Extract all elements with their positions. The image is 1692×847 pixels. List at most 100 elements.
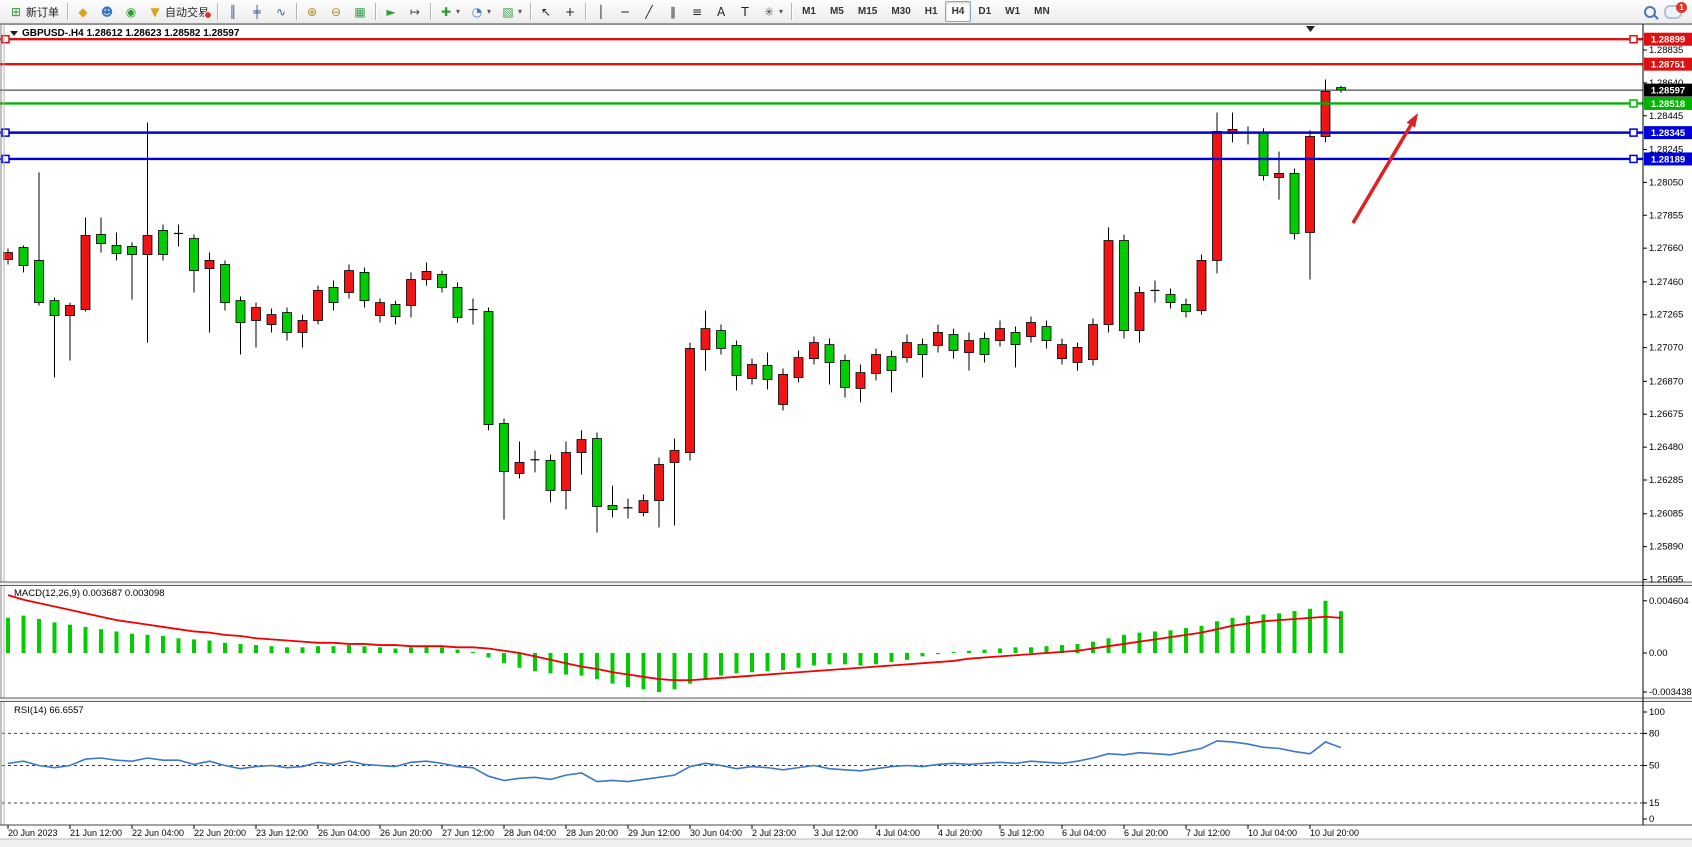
macd-histogram-bar — [951, 651, 956, 653]
price-tag-label: 1.28899 — [1651, 35, 1685, 46]
candle-body — [328, 287, 339, 304]
macd-histogram-bar — [1075, 643, 1080, 653]
candle-body — [716, 330, 726, 349]
macd-histogram-bar — [161, 635, 165, 653]
candle-body — [96, 234, 106, 244]
price-tick-label: 1.28835 — [1649, 45, 1683, 56]
time-tick-label: 23 Jun 12:00 — [256, 828, 308, 838]
channel-button[interactable]: ∥ — [661, 1, 685, 22]
chat-bubble-icon[interactable]: 1 — [1664, 1, 1687, 19]
candle-body — [871, 354, 881, 374]
text-label-button[interactable]: T — [733, 1, 757, 22]
time-axis-area[interactable] — [0, 826, 1643, 839]
candle-body — [1026, 322, 1036, 337]
templates-button[interactable]: ▧ ▾ — [496, 1, 527, 22]
pane-splitter[interactable] — [0, 698, 1692, 702]
bar-chart-button[interactable]: ║ — [221, 1, 245, 22]
chart-menu-icon[interactable] — [10, 31, 18, 36]
candle-body — [1274, 173, 1284, 178]
zoom-in-icon: ⊕ — [306, 4, 318, 19]
candle-body — [452, 287, 463, 318]
indicators-button[interactable]: ✚ ▾ — [434, 1, 465, 22]
auto-trading-button[interactable]: ▼ 自动交易 — [143, 1, 214, 22]
tf-h1-button[interactable]: H1 — [924, 6, 938, 17]
chart-shift-button[interactable]: ↦ — [403, 1, 427, 22]
macd-histogram-bar — [192, 639, 196, 653]
tf-m30-button[interactable]: M30 — [891, 6, 911, 17]
price-tag — [1644, 32, 1692, 46]
zoom-out-button[interactable]: ⊖ — [324, 1, 348, 22]
time-tick-label: 3 Jul 12:00 — [814, 828, 858, 838]
zoom-in-button[interactable]: ⊕ — [300, 1, 324, 22]
macd-histogram-bar — [1230, 617, 1235, 653]
tile-windows-icon: ▦ — [354, 4, 366, 19]
macd-histogram-bar — [1153, 631, 1157, 653]
macd-histogram-bar — [905, 653, 909, 660]
time-tick-label: 21 Jun 12:00 — [70, 828, 122, 838]
chevron-down-icon: ▾ — [456, 7, 461, 16]
tf-w1-button[interactable]: W1 — [1005, 6, 1021, 17]
time-tick-label: 6 Jul 04:00 — [1062, 828, 1106, 838]
text-button[interactable]: A — [709, 1, 733, 22]
macd-histogram-bar — [1013, 647, 1018, 653]
chart-canvas[interactable]: 1.28835 1.28640 1.28445 1.28245 1.28050 1.278… — [0, 24, 1692, 847]
fibonacci-button[interactable]: ≡ — [685, 1, 709, 22]
candle-body — [266, 314, 277, 325]
candle-body — [747, 364, 757, 379]
candlestick-icon: ╪ — [253, 4, 261, 19]
vertical-line-icon: │ — [597, 4, 605, 19]
candle-body — [933, 332, 943, 346]
macd-histogram-bar — [130, 633, 134, 653]
arrows-button[interactable]: ✳ ▾ — [757, 1, 788, 22]
tf-m5-button[interactable]: M5 — [829, 6, 844, 17]
line-chart-button[interactable]: ∿ — [269, 1, 293, 22]
price-tick-label: 1.27265 — [1649, 310, 1683, 321]
pane-splitter[interactable] — [0, 582, 1692, 586]
macd-histogram-bar — [1292, 611, 1297, 653]
auto-scroll-button[interactable]: ► — [379, 1, 403, 22]
candle-body — [902, 342, 912, 358]
market-watch-button[interactable]: ◆ — [71, 1, 95, 22]
tf-m1-button[interactable]: M1 — [802, 6, 816, 17]
candlestick-chart-button[interactable]: ╪ — [245, 1, 269, 22]
macd-histogram-bar — [657, 653, 661, 692]
trendline-button[interactable]: ╱ — [637, 1, 661, 22]
line-handle[interactable] — [1, 154, 10, 164]
line-handle[interactable] — [1, 34, 10, 44]
chat-button[interactable]: ☻ — [95, 1, 119, 22]
line-handle[interactable] — [1629, 154, 1638, 164]
macd-histogram-bar — [1091, 641, 1095, 653]
macd-histogram-bar — [982, 649, 987, 653]
time-tick-label: 27 Jun 12:00 — [442, 828, 494, 838]
tf-d1-button[interactable]: D1 — [978, 6, 992, 17]
cursor-button[interactable]: ↖ — [534, 1, 558, 22]
candle-body — [1212, 131, 1222, 261]
macd-histogram-bar — [579, 653, 584, 676]
line-handle[interactable] — [1629, 34, 1638, 44]
chevron-down-icon: ▾ — [779, 7, 784, 16]
search-icon[interactable] — [1644, 5, 1656, 18]
signals-button[interactable]: ◉ — [119, 1, 143, 22]
horizontal-line-button[interactable]: ─ — [613, 1, 637, 22]
periods-button[interactable]: ◔ ▾ — [465, 1, 496, 22]
macd-histogram-bar — [1168, 630, 1173, 653]
tf-m15-button[interactable]: M15 — [857, 6, 878, 17]
tf-mn-button[interactable]: MN — [1034, 6, 1050, 17]
crosshair-button[interactable]: + — [558, 1, 582, 22]
trend-arrow-annotation[interactable] — [1351, 124, 1413, 224]
line-handle[interactable] — [1, 128, 10, 137]
line-handle[interactable] — [1629, 128, 1638, 137]
new-order-button[interactable]: ⊞ 新订单 — [4, 1, 64, 22]
candle-body — [142, 235, 153, 255]
toolbar: ⊞ 新订单 ◆ ☻ ◉ ▼ 自动交易 ║ ╪ ∿ ⊕ ⊖ ▦ ► ↦ ✚ ▾ ◔ ▾ ▧ ▾ ↖ + │ ─ ╱ ∥ ≡ A T ✳ ▾ M1 M… — [0, 0, 1692, 24]
line-handle[interactable] — [1629, 99, 1638, 108]
chart-shift-marker[interactable] — [1306, 26, 1315, 32]
vertical-line-button[interactable]: │ — [589, 1, 613, 22]
candle-body — [1134, 292, 1145, 332]
price-tick-label: 1.28050 — [1649, 177, 1683, 188]
candle-body — [855, 372, 866, 389]
tile-windows-button[interactable]: ▦ — [348, 1, 372, 22]
chat-icon: ☻ — [100, 4, 114, 19]
macd-histogram-bar — [688, 653, 692, 684]
tf-h4-button[interactable]: H4 — [944, 1, 972, 22]
